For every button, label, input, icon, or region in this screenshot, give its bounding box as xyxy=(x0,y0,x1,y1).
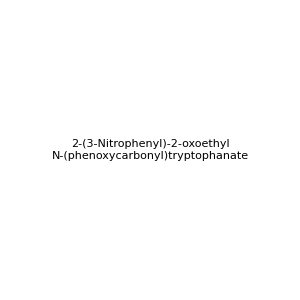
Text: 2-(3-Nitrophenyl)-2-oxoethyl N-(phenoxycarbonyl)tryptophanate: 2-(3-Nitrophenyl)-2-oxoethyl N-(phenoxyc… xyxy=(51,139,249,161)
